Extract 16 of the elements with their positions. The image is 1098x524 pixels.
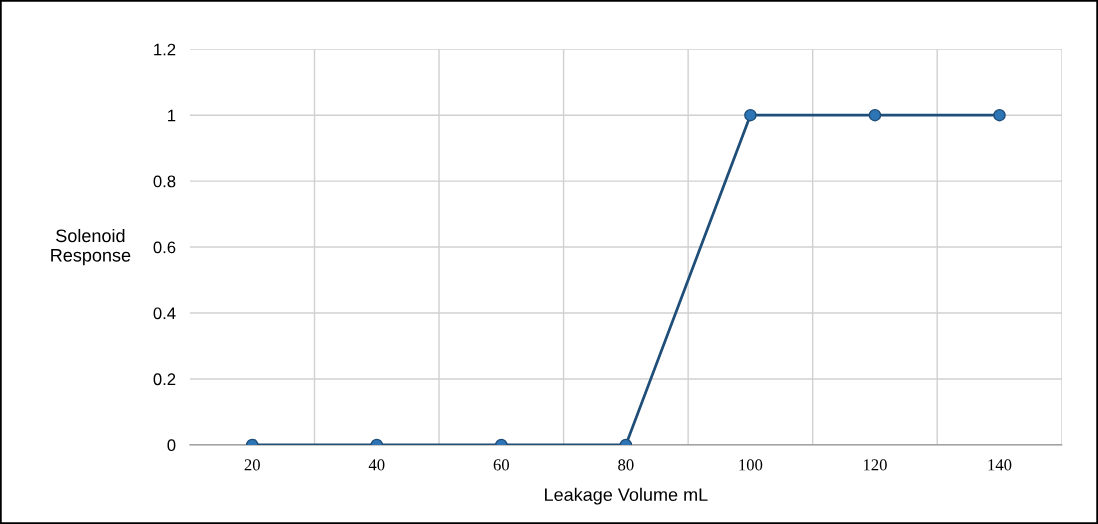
x-tick-label: 100 xyxy=(739,459,763,471)
y-tick-label: 0 xyxy=(167,439,176,452)
y-tick-label: 1.2 xyxy=(154,43,176,56)
x-axis-title: Leakage Volume mL xyxy=(545,487,708,505)
x-tick-label: 20 xyxy=(244,459,260,471)
x-tick-label: 60 xyxy=(493,459,510,471)
y-tick-label: 0.4 xyxy=(153,307,176,320)
y-tick-label: 0.6 xyxy=(153,241,176,254)
x-tick-label: 80 xyxy=(618,459,634,471)
y-tick-label: 0.2 xyxy=(153,373,176,386)
y-tick-label: 0.8 xyxy=(153,175,176,188)
x-tick-label: 40 xyxy=(368,459,385,471)
x-tick-label: 120 xyxy=(863,459,887,471)
y-axis-title: Solenoid Response xyxy=(51,228,131,266)
x-tick-label: 140 xyxy=(988,459,1012,471)
y-tick-label: 1 xyxy=(168,109,176,122)
